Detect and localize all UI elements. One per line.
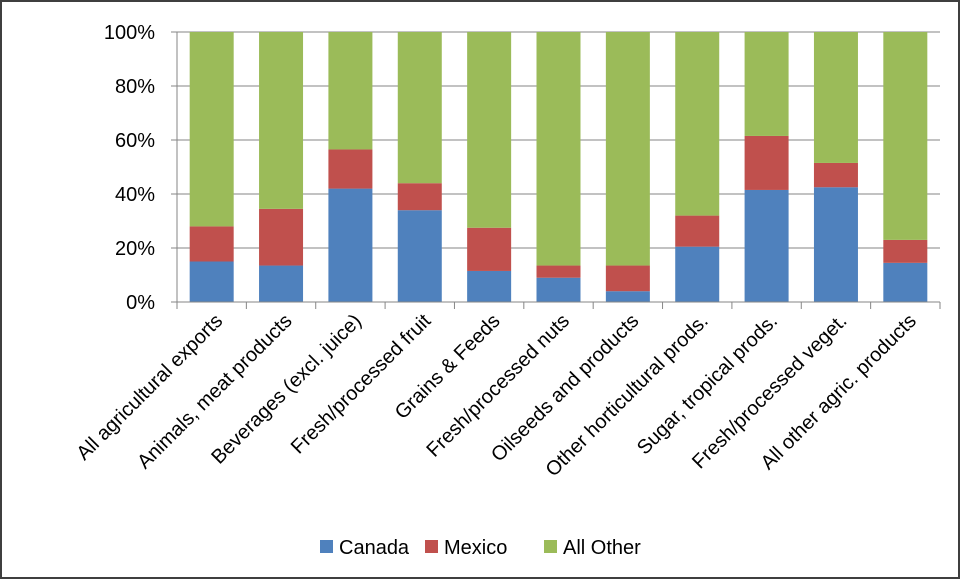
bar-segment-all-other — [883, 32, 928, 240]
legend-swatch — [425, 540, 438, 553]
x-category-label: Sugar, tropical prods. — [633, 310, 782, 459]
legend-swatch — [320, 540, 333, 553]
y-tick-label: 80% — [115, 76, 155, 98]
y-axis-tick-labels: 0% 20% 40% 60% 80% 100% — [104, 22, 155, 314]
axes — [171, 31, 941, 309]
y-tick-label: 40% — [115, 184, 155, 206]
bar-segment-all-other — [675, 32, 720, 216]
bar-segment-mexico — [605, 265, 650, 292]
bar-segment-all-other — [259, 32, 304, 209]
bar-segment-mexico — [536, 265, 581, 278]
bar-segment-all-other — [397, 32, 442, 184]
y-tick-label: 100% — [104, 22, 155, 44]
bar-segment-mexico — [189, 226, 234, 262]
bar-segment-canada — [259, 265, 304, 302]
bar-segment-mexico — [813, 162, 858, 188]
bar-segment-mexico — [259, 208, 304, 266]
bars — [189, 32, 928, 302]
bar-segment-canada — [189, 261, 234, 302]
legend: Canada Mexico All Other — [320, 537, 641, 559]
bar-segment-all-other — [605, 32, 650, 266]
bar-segment-canada — [467, 270, 512, 302]
bar-segment-mexico — [397, 183, 442, 211]
bar-segment-mexico — [467, 227, 512, 271]
bar-segment-all-other — [813, 32, 858, 163]
legend-swatch — [544, 540, 557, 553]
bar-segment-mexico — [883, 239, 928, 263]
bar-segment-canada — [813, 187, 858, 302]
legend-label: Canada — [339, 537, 410, 559]
bar-segment-all-other — [744, 32, 789, 136]
bar-segment-mexico — [328, 149, 373, 189]
legend-label: Mexico — [444, 537, 507, 559]
bar-segment-mexico — [675, 215, 720, 247]
y-tick-label: 20% — [115, 238, 155, 260]
bar-segment-all-other — [189, 32, 234, 227]
y-tick-label: 60% — [115, 130, 155, 152]
bar-segment-canada — [605, 291, 650, 302]
bar-segment-canada — [328, 188, 373, 302]
bar-segment-canada — [744, 189, 789, 302]
bar-segment-canada — [883, 262, 928, 302]
bar-segment-all-other — [328, 32, 373, 150]
legend-label: All Other — [563, 537, 641, 559]
bar-segment-canada — [536, 277, 581, 302]
x-category-label: Fresh/processed fruit — [287, 310, 436, 459]
bar-segment-canada — [397, 210, 442, 302]
bar-segment-mexico — [744, 135, 789, 190]
bar-segment-all-other — [467, 32, 512, 228]
bar-segment-all-other — [536, 32, 581, 266]
bar-segment-canada — [675, 246, 720, 302]
y-tick-label: 0% — [126, 292, 155, 314]
